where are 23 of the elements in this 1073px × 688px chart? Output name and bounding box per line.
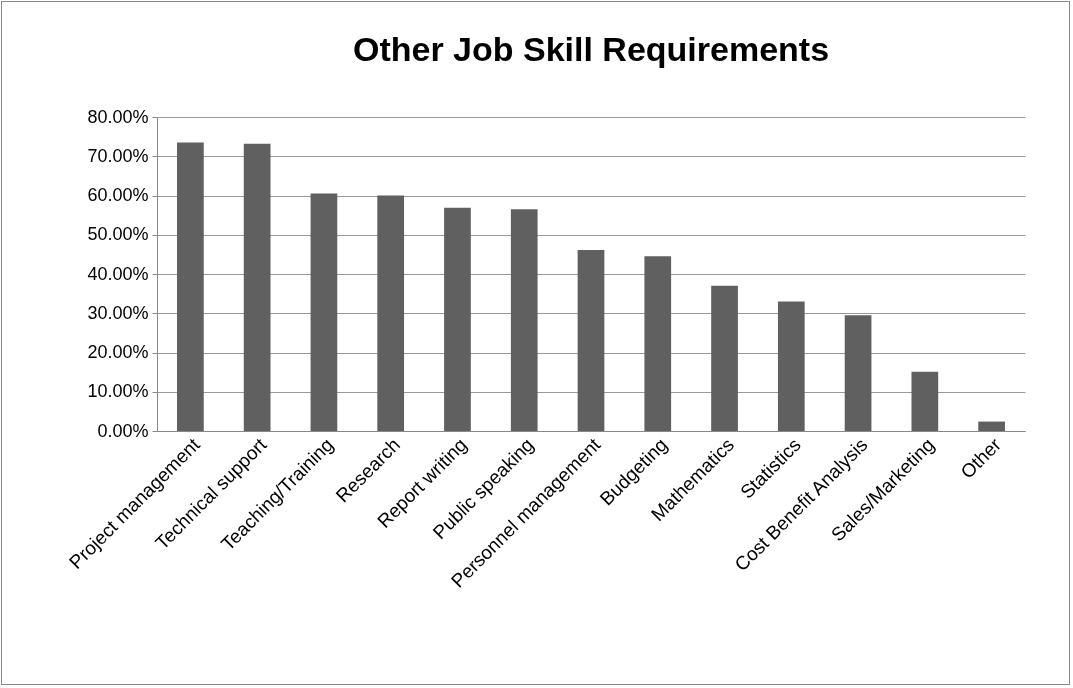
bar [644, 256, 672, 431]
bar [978, 421, 1005, 431]
bar [177, 142, 204, 431]
y-tick-label: 80.00% [87, 106, 149, 127]
chart-title: Other Job Skill Requirements [352, 30, 830, 68]
bar [711, 285, 738, 431]
y-tick-label: 30.00% [87, 302, 149, 323]
bar [844, 315, 872, 431]
y-tick-label: 40.00% [87, 263, 149, 284]
y-tick-label: 10.00% [87, 381, 149, 402]
bar [911, 371, 939, 431]
bar [243, 143, 271, 431]
bar [444, 207, 471, 431]
bar [310, 193, 338, 431]
bar [577, 250, 605, 431]
bar [377, 195, 405, 431]
y-tick-label: 50.00% [87, 224, 149, 245]
y-tick-label: 70.00% [87, 145, 149, 166]
bar [777, 301, 805, 431]
bar [510, 209, 538, 431]
y-tick-label: 60.00% [87, 185, 149, 205]
y-tick-label: 0.00% [97, 420, 149, 441]
y-tick-label: 20.00% [87, 342, 149, 362]
